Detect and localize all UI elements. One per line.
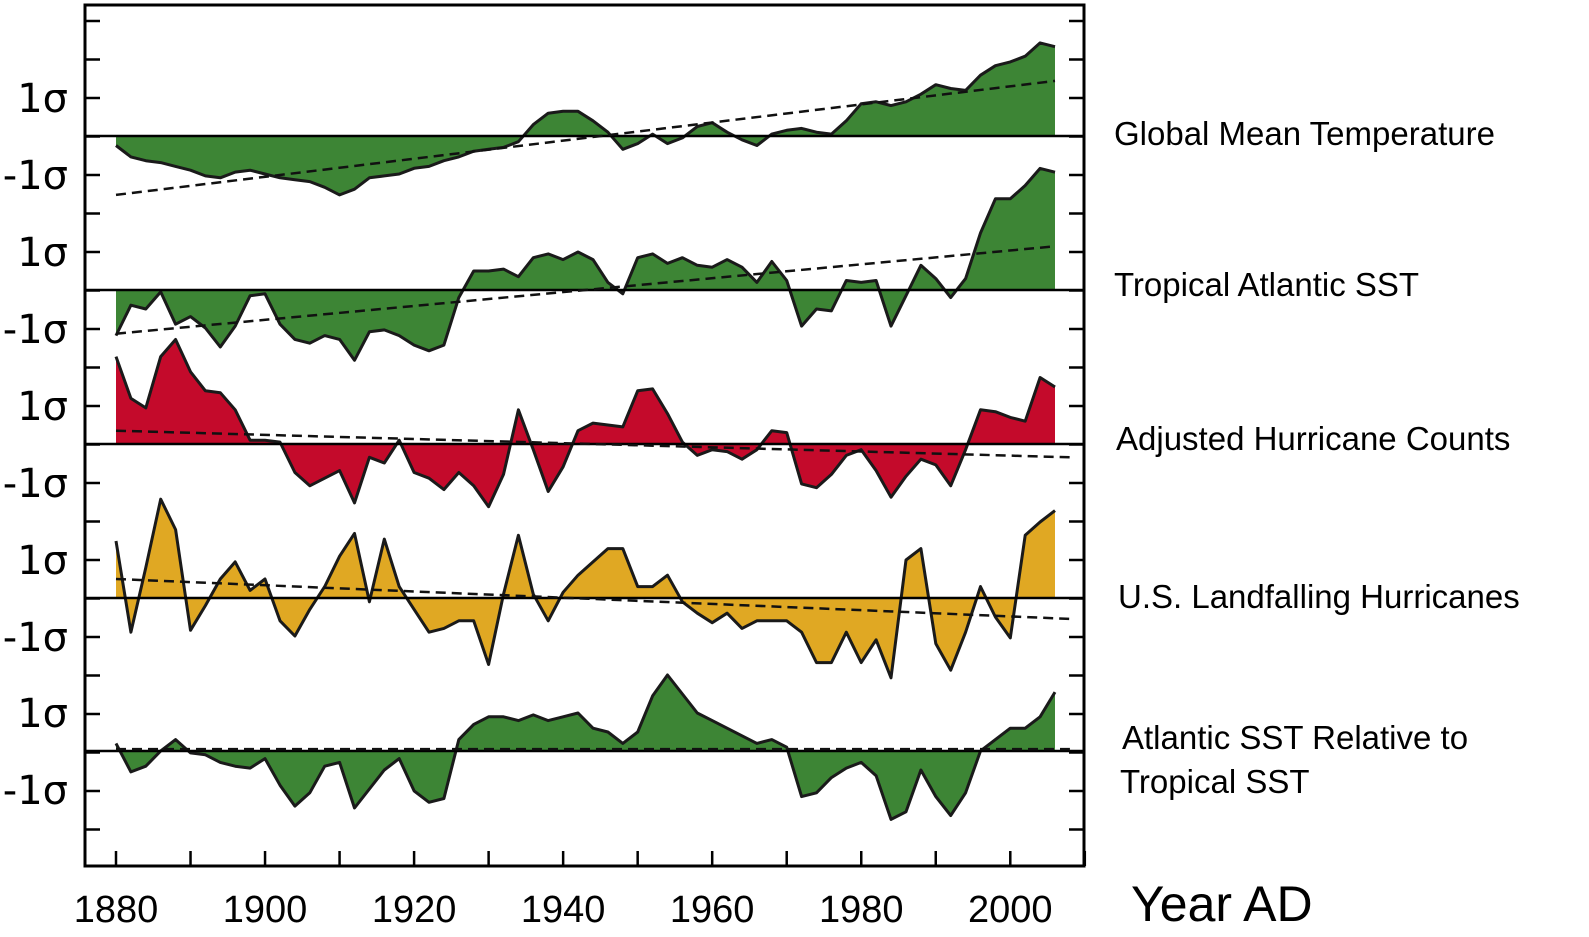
y-tick-label-pos-3: 1σ bbox=[17, 384, 68, 430]
trend-line-2 bbox=[115, 245, 1056, 335]
y-tick-label-pos-5: 1σ bbox=[17, 691, 68, 737]
x-tick-label-1920: 1920 bbox=[372, 889, 457, 931]
series-line-1 bbox=[115, 41, 1056, 197]
panels-layer bbox=[85, 41, 1084, 821]
y-tick-label-pos-1: 1σ bbox=[17, 76, 68, 122]
x-tick-label-2000: 2000 bbox=[968, 889, 1053, 931]
series-line-4 bbox=[114, 497, 1056, 680]
panel-label-2: Tropical Atlantic SST bbox=[1114, 266, 1419, 303]
series-area-3 bbox=[116, 339, 1055, 507]
series-area-1 bbox=[116, 42, 1055, 195]
frame-rect bbox=[83, 3, 1086, 868]
y-tick-label-neg-2: -1σ bbox=[3, 307, 68, 353]
series-area-4 bbox=[116, 499, 1055, 678]
panel-3 bbox=[85, 338, 1084, 509]
series-line-5 bbox=[114, 673, 1057, 821]
x-tick-label-1900: 1900 bbox=[223, 889, 308, 931]
x-tick-label-1960: 1960 bbox=[670, 889, 755, 931]
y-tick-label-neg-4: -1σ bbox=[3, 615, 68, 661]
panel-label-1: Global Mean Temperature bbox=[1114, 115, 1495, 152]
trend-line-1 bbox=[115, 79, 1056, 197]
x-tick-label-1980: 1980 bbox=[819, 889, 904, 931]
y-tick-label-pos-2: 1σ bbox=[17, 230, 68, 276]
panel-label-5-line-2: Tropical SST bbox=[1120, 763, 1310, 800]
plot-frame bbox=[83, 3, 1086, 868]
x-tick-label-1880: 1880 bbox=[74, 889, 159, 931]
axis-labels: 1σ -1σ Global Mean Temperature 1σ -1σ Tropica… bbox=[3, 76, 1520, 931]
panel-1 bbox=[85, 41, 1084, 197]
axis-ticks bbox=[85, 19, 1087, 866]
panel-2 bbox=[85, 166, 1084, 362]
panel-label-4: U.S. Landfalling Hurricanes bbox=[1118, 578, 1520, 615]
series-area-5 bbox=[116, 675, 1055, 820]
y-tick-label-pos-4: 1σ bbox=[17, 538, 68, 584]
panel-5 bbox=[85, 673, 1084, 821]
series-line-2 bbox=[114, 166, 1056, 362]
y-tick-label-neg-1: -1σ bbox=[3, 153, 68, 199]
series-line-3 bbox=[114, 338, 1056, 509]
series-area-2 bbox=[116, 168, 1055, 361]
x-axis-title: Year AD bbox=[1131, 876, 1313, 932]
panel-4 bbox=[85, 497, 1084, 680]
y-tick-label-neg-5: -1σ bbox=[3, 768, 68, 814]
panel-label-5-line-1: Atlantic SST Relative to bbox=[1122, 719, 1468, 756]
y-tick-label-neg-3: -1σ bbox=[3, 461, 68, 507]
panel-label-3: Adjusted Hurricane Counts bbox=[1116, 420, 1510, 457]
x-tick-label-1940: 1940 bbox=[521, 889, 606, 931]
